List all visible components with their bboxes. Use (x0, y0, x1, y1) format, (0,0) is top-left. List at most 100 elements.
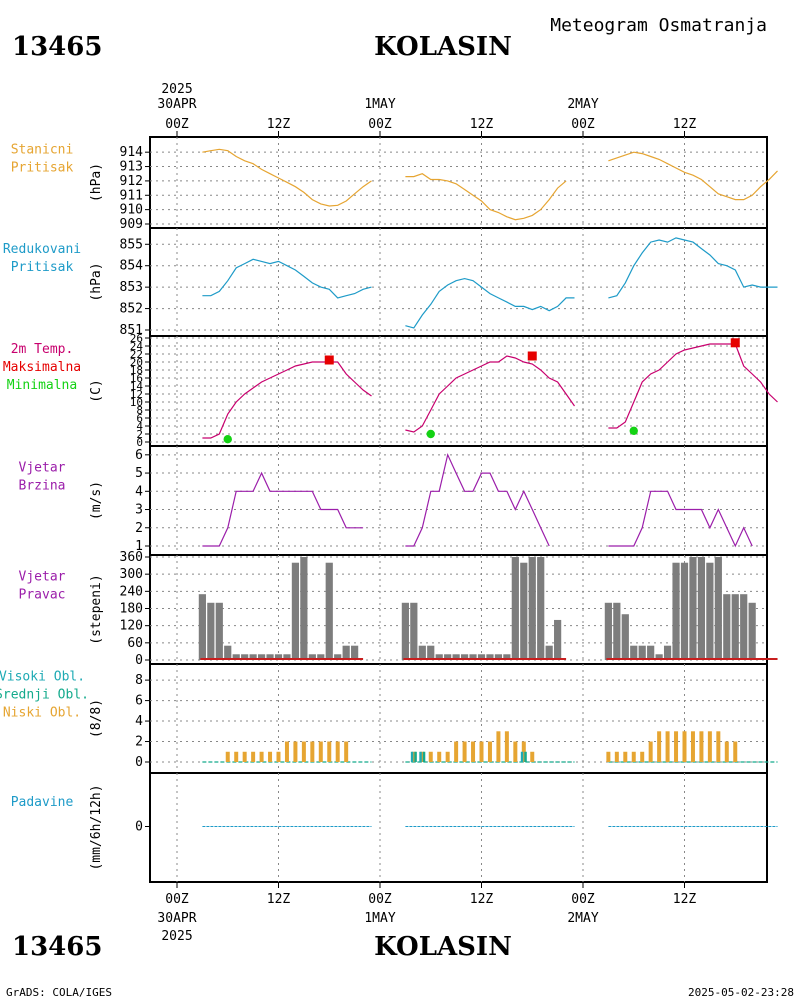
low-cloud-bar (682, 731, 687, 762)
panel-reduced_pressure: 851 852 853 854 855 (hPa) Redukovani Pritisak (3, 227, 778, 338)
direction-bar (300, 557, 308, 660)
panels: 909910911912913914(hPa)StanicniPritisak8… (0, 136, 778, 883)
y-tick-label: 0 (135, 820, 143, 835)
panel-frame (149, 445, 768, 556)
low-cloud-bar (657, 731, 662, 762)
hour-label: 12Z (470, 117, 494, 132)
y-tick-label: 26 (130, 332, 143, 345)
series-line (608, 151, 778, 201)
product-title: Meteogram Osmatranja (550, 15, 767, 36)
series-line (405, 277, 575, 329)
direction-bar (706, 562, 714, 660)
day-label: 1MAY (364, 911, 395, 926)
low-cloud-bar (276, 751, 281, 762)
direction-bar (630, 645, 638, 660)
footer-timestamp: 2025-05-02-23:28 (688, 986, 794, 999)
low-cloud-bar (614, 751, 619, 762)
series-line (405, 173, 567, 221)
hour-label: 00Z (368, 117, 392, 132)
direction-bar (528, 557, 536, 660)
low-cloud-bar (504, 731, 509, 762)
panel-label-line: Vjetar (19, 461, 66, 476)
direction-bar (266, 654, 274, 660)
unit-label: (C) (89, 379, 104, 402)
y-tick-label: 912 (120, 174, 143, 189)
direction-bar (486, 654, 494, 660)
direction-bar (308, 654, 316, 660)
direction-bar (537, 557, 545, 660)
unit-label: (hPa) (89, 163, 104, 202)
low-cloud-bar (690, 731, 695, 762)
direction-bar (215, 602, 223, 660)
low-cloud-bar (665, 731, 670, 762)
y-tick-label: 16 (130, 372, 143, 385)
direction-bar (198, 594, 206, 660)
high-cloud-bar (520, 751, 524, 762)
hour-label: 00Z (571, 117, 595, 132)
tmin-marker (426, 429, 435, 439)
y-tick-label: 0 (136, 436, 143, 449)
y-tick-label: 20 (130, 356, 143, 369)
panel-label-line: Pritisak (11, 260, 74, 275)
y-tick-label: 0 (135, 755, 143, 770)
panel-label-line: Redukovani (3, 242, 81, 257)
y-tick-label: 6 (135, 448, 143, 463)
high-cloud-bar (410, 751, 414, 762)
direction-bar (731, 594, 739, 660)
y-tick-label: 910 (120, 203, 143, 218)
direction-bar (291, 562, 300, 660)
hour-label: 12Z (470, 892, 494, 907)
footer-credit: GrADS: COLA/IGES (6, 986, 112, 999)
low-cloud-bar (496, 731, 501, 762)
series-line (202, 361, 372, 439)
direction-bar (740, 594, 748, 660)
hour-label: 12Z (673, 117, 697, 132)
y-tick-label: 360 (120, 550, 143, 565)
low-cloud-bar (335, 741, 340, 762)
direction-bar (342, 645, 350, 660)
y-tick-label: 4 (135, 714, 143, 729)
bottom-time-axis: 2025 00Z 30APR 12Z 00Z 1MAY 12Z 00Z 2MAY 12Z (157, 892, 696, 944)
direction-bar (317, 654, 325, 660)
station-name-bottom: KOLASIN (374, 932, 512, 962)
y-tick-label: 913 (120, 160, 143, 175)
direction-bar (283, 654, 291, 660)
direction-bar (351, 645, 359, 660)
hour-label: 00Z (368, 892, 392, 907)
panel-frame (149, 335, 768, 447)
low-cloud-bar (268, 751, 273, 762)
day-label: 30APR (157, 911, 196, 926)
station-id-top: 13465 (12, 32, 102, 62)
direction-bar (503, 654, 511, 660)
low-cloud-bar (462, 741, 467, 762)
direction-bar (638, 645, 646, 660)
top-year-label: 2025 (161, 82, 192, 97)
direction-bar (714, 557, 722, 660)
hour-label: 12Z (673, 892, 697, 907)
low-cloud-bar (699, 731, 704, 762)
unit-label: (hPa) (89, 262, 104, 301)
direction-bar (241, 654, 249, 660)
panel-precipitation: 0 (mm/6h/12h) Padavine (11, 772, 778, 883)
mid-cloud-bar (524, 751, 527, 762)
direction-bar (748, 602, 756, 660)
day-label: 2MAY (567, 911, 598, 926)
series-line (608, 343, 778, 429)
hour-label: 12Z (267, 892, 291, 907)
bottom-year-label: 2025 (161, 929, 192, 944)
panel-label-line: Minimalna (7, 378, 77, 393)
day-label: 30APR (157, 97, 196, 112)
direction-bar (723, 594, 731, 660)
panel-label-line: Brzina (19, 479, 66, 494)
panel-label-line: Pravac (19, 588, 66, 603)
direction-bar (680, 562, 689, 660)
low-cloud-bar (471, 741, 476, 762)
low-cloud-bar (530, 751, 535, 762)
y-tick-label: 60 (127, 636, 143, 651)
y-tick-label: 854 (120, 259, 144, 274)
panel-wind_speed: 1 2 3 4 5 6 (m/s) Vjetar Brzina (19, 445, 768, 556)
y-tick-label: 6 (135, 694, 143, 709)
series-line (608, 490, 753, 548)
low-cloud-bar (251, 751, 256, 762)
